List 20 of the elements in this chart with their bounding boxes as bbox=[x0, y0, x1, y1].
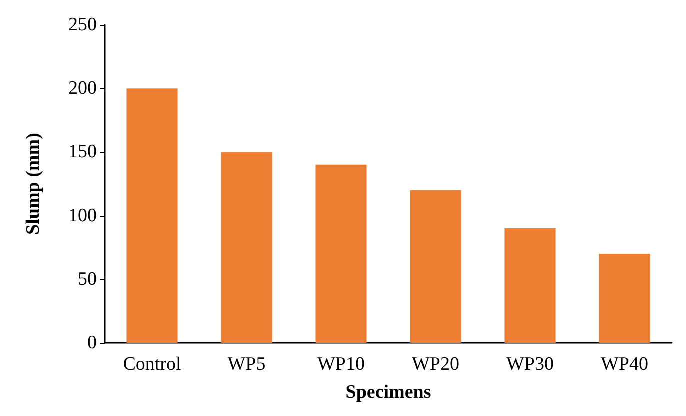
bar bbox=[221, 152, 272, 343]
x-tick-label: WP10 bbox=[318, 354, 365, 375]
bar bbox=[599, 254, 650, 343]
x-axis-title: Specimens bbox=[346, 382, 432, 403]
bar bbox=[504, 228, 556, 343]
x-tick-label: Control bbox=[123, 354, 182, 375]
y-tick-label: 0 bbox=[88, 332, 97, 354]
bar bbox=[126, 88, 178, 343]
x-tick-label: WP20 bbox=[412, 354, 460, 375]
bar bbox=[316, 164, 367, 343]
x-tick-label: WP5 bbox=[228, 354, 266, 375]
y-tick-label: 100 bbox=[68, 205, 97, 226]
x-tick-label: WP40 bbox=[601, 354, 648, 375]
bar bbox=[410, 190, 462, 343]
y-axis-title: Slump (mm) bbox=[23, 133, 44, 235]
y-tick-label: 150 bbox=[68, 142, 97, 163]
x-tick-label: WP30 bbox=[506, 354, 554, 375]
y-tick-label: 250 bbox=[68, 14, 97, 36]
y-tick-label: 50 bbox=[78, 268, 97, 290]
y-tick-label: 200 bbox=[68, 78, 97, 100]
